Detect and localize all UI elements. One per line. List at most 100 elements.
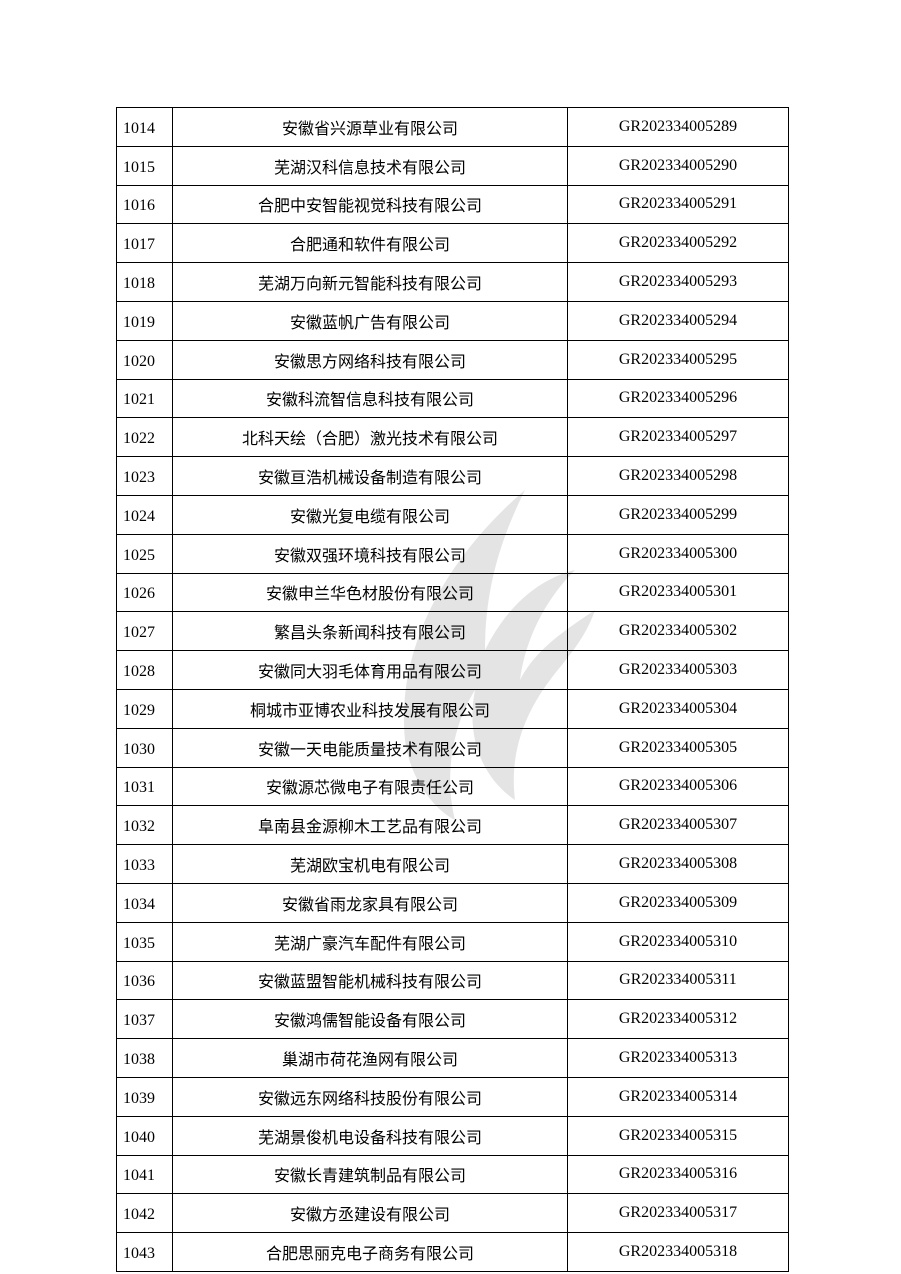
table-row: 1029 桐城市亚博农业科技发展有限公司 GR202334005304 — [116, 688, 789, 729]
company-name: 桐城市亚博农业科技发展有限公司 — [172, 688, 568, 729]
certificate-code: GR202334005289 — [567, 107, 789, 147]
company-name: 芜湖欧宝机电有限公司 — [172, 844, 568, 884]
row-number: 1042 — [116, 1193, 173, 1234]
row-number: 1037 — [116, 999, 173, 1040]
company-name: 安徽亘浩机械设备制造有限公司 — [172, 456, 568, 496]
row-number: 1028 — [116, 650, 173, 690]
certificate-code: GR202334005318 — [567, 1232, 789, 1272]
company-name: 芜湖万向新元智能科技有限公司 — [172, 262, 568, 302]
row-number: 1032 — [116, 805, 173, 846]
table-row: 1014 安徽省兴源草业有限公司 GR202334005289 — [116, 107, 789, 147]
company-name: 芜湖景俊机电设备科技有限公司 — [172, 1115, 568, 1156]
company-name: 安徽同大羽毛体育用品有限公司 — [172, 650, 568, 690]
row-number: 1039 — [116, 1076, 173, 1117]
row-number: 1027 — [116, 611, 173, 652]
company-name: 安徽蓝盟智能机械科技有限公司 — [172, 960, 568, 1001]
table-row: 1023 安徽亘浩机械设备制造有限公司 GR202334005298 — [116, 456, 789, 496]
row-number: 1023 — [116, 456, 173, 496]
table-row: 1037 安徽鸿儒智能设备有限公司 GR202334005312 — [116, 999, 789, 1040]
certificate-code: GR202334005303 — [567, 650, 789, 690]
table-row: 1027 繁昌头条新闻科技有限公司 GR202334005302 — [116, 611, 789, 652]
table-row: 1025 安徽双强环境科技有限公司 GR202334005300 — [116, 533, 789, 574]
company-name: 合肥中安智能视觉科技有限公司 — [172, 184, 568, 225]
row-number: 1029 — [116, 688, 173, 729]
certificate-code: GR202334005297 — [567, 417, 789, 458]
table-row: 1041 安徽长青建筑制品有限公司 GR202334005316 — [116, 1154, 789, 1195]
table-row: 1040 芜湖景俊机电设备科技有限公司 GR202334005315 — [116, 1115, 789, 1156]
certificate-code: GR202334005314 — [567, 1076, 789, 1117]
certificate-code: GR202334005317 — [567, 1193, 789, 1234]
certificate-code: GR202334005307 — [567, 805, 789, 846]
row-number: 1040 — [116, 1115, 173, 1156]
certificate-code: GR202334005304 — [567, 688, 789, 729]
certificate-code: GR202334005316 — [567, 1154, 789, 1195]
row-number: 1036 — [116, 960, 173, 1001]
table-row: 1028 安徽同大羽毛体育用品有限公司 GR202334005303 — [116, 650, 789, 690]
row-number: 1034 — [116, 882, 173, 923]
row-number: 1017 — [116, 223, 173, 264]
table-row: 1034 安徽省雨龙家具有限公司 GR202334005309 — [116, 882, 789, 923]
table-row: 1015 芜湖汉科信息技术有限公司 GR202334005290 — [116, 145, 789, 186]
company-name: 安徽思方网络科技有限公司 — [172, 339, 568, 380]
table-row: 1026 安徽申兰华色材股份有限公司 GR202334005301 — [116, 572, 789, 613]
certificate-code: GR202334005306 — [567, 766, 789, 807]
table-row: 1039 安徽远东网络科技股份有限公司 GR202334005314 — [116, 1076, 789, 1117]
table-row: 1042 安徽方丞建设有限公司 GR202334005317 — [116, 1193, 789, 1234]
company-name: 北科天绘（合肥）激光技术有限公司 — [172, 417, 568, 458]
company-table: 1014 安徽省兴源草业有限公司 GR202334005289 1015 芜湖汉科信息技… — [116, 107, 789, 1272]
company-name: 安徽双强环境科技有限公司 — [172, 533, 568, 574]
certificate-code: GR202334005290 — [567, 145, 789, 186]
row-number: 1026 — [116, 572, 173, 613]
row-number: 1033 — [116, 844, 173, 884]
certificate-code: GR202334005315 — [567, 1115, 789, 1156]
certificate-code: GR202334005296 — [567, 378, 789, 419]
table-row: 1018 芜湖万向新元智能科技有限公司 GR202334005293 — [116, 262, 789, 302]
table-row: 1035 芜湖广豪汽车配件有限公司 GR202334005310 — [116, 921, 789, 962]
certificate-code: GR202334005302 — [567, 611, 789, 652]
table-row: 1031 安徽源芯微电子有限责任公司 GR202334005306 — [116, 766, 789, 807]
row-number: 1030 — [116, 727, 173, 768]
certificate-code: GR202334005295 — [567, 339, 789, 380]
table-row: 1020 安徽思方网络科技有限公司 GR202334005295 — [116, 339, 789, 380]
table-row: 1033 芜湖欧宝机电有限公司 GR202334005308 — [116, 844, 789, 884]
row-number: 1025 — [116, 533, 173, 574]
company-name: 合肥思丽克电子商务有限公司 — [172, 1232, 568, 1272]
table-row: 1043 合肥思丽克电子商务有限公司 GR202334005318 — [116, 1232, 789, 1272]
row-number: 1015 — [116, 145, 173, 186]
certificate-code: GR202334005300 — [567, 533, 789, 574]
company-name: 安徽蓝帆广告有限公司 — [172, 300, 568, 341]
company-name: 安徽省雨龙家具有限公司 — [172, 882, 568, 923]
row-number: 1021 — [116, 378, 173, 419]
certificate-code: GR202334005311 — [567, 960, 789, 1001]
certificate-code: GR202334005291 — [567, 184, 789, 225]
company-name: 安徽远东网络科技股份有限公司 — [172, 1076, 568, 1117]
row-number: 1041 — [116, 1154, 173, 1195]
company-name: 芜湖汉科信息技术有限公司 — [172, 145, 568, 186]
table-row: 1036 安徽蓝盟智能机械科技有限公司 GR202334005311 — [116, 960, 789, 1001]
company-name: 繁昌头条新闻科技有限公司 — [172, 611, 568, 652]
row-number: 1014 — [116, 107, 173, 147]
row-number: 1022 — [116, 417, 173, 458]
row-number: 1024 — [116, 494, 173, 535]
row-number: 1043 — [116, 1232, 173, 1272]
company-name: 安徽申兰华色材股份有限公司 — [172, 572, 568, 613]
certificate-code: GR202334005308 — [567, 844, 789, 884]
company-name: 安徽科流智信息科技有限公司 — [172, 378, 568, 419]
certificate-code: GR202334005294 — [567, 300, 789, 341]
certificate-code: GR202334005299 — [567, 494, 789, 535]
company-name: 安徽方丞建设有限公司 — [172, 1193, 568, 1234]
row-number: 1019 — [116, 300, 173, 341]
certificate-code: GR202334005301 — [567, 572, 789, 613]
table-row: 1016 合肥中安智能视觉科技有限公司 GR202334005291 — [116, 184, 789, 225]
row-number: 1016 — [116, 184, 173, 225]
certificate-code: GR202334005293 — [567, 262, 789, 302]
table-row: 1019 安徽蓝帆广告有限公司 GR202334005294 — [116, 300, 789, 341]
company-name: 安徽一天电能质量技术有限公司 — [172, 727, 568, 768]
row-number: 1035 — [116, 921, 173, 962]
table-row: 1038 巢湖市荷花渔网有限公司 GR202334005313 — [116, 1038, 789, 1078]
table-row: 1032 阜南县金源柳木工艺品有限公司 GR202334005307 — [116, 805, 789, 846]
company-name: 阜南县金源柳木工艺品有限公司 — [172, 805, 568, 846]
company-name: 安徽光复电缆有限公司 — [172, 494, 568, 535]
certificate-code: GR202334005313 — [567, 1038, 789, 1078]
row-number: 1020 — [116, 339, 173, 380]
